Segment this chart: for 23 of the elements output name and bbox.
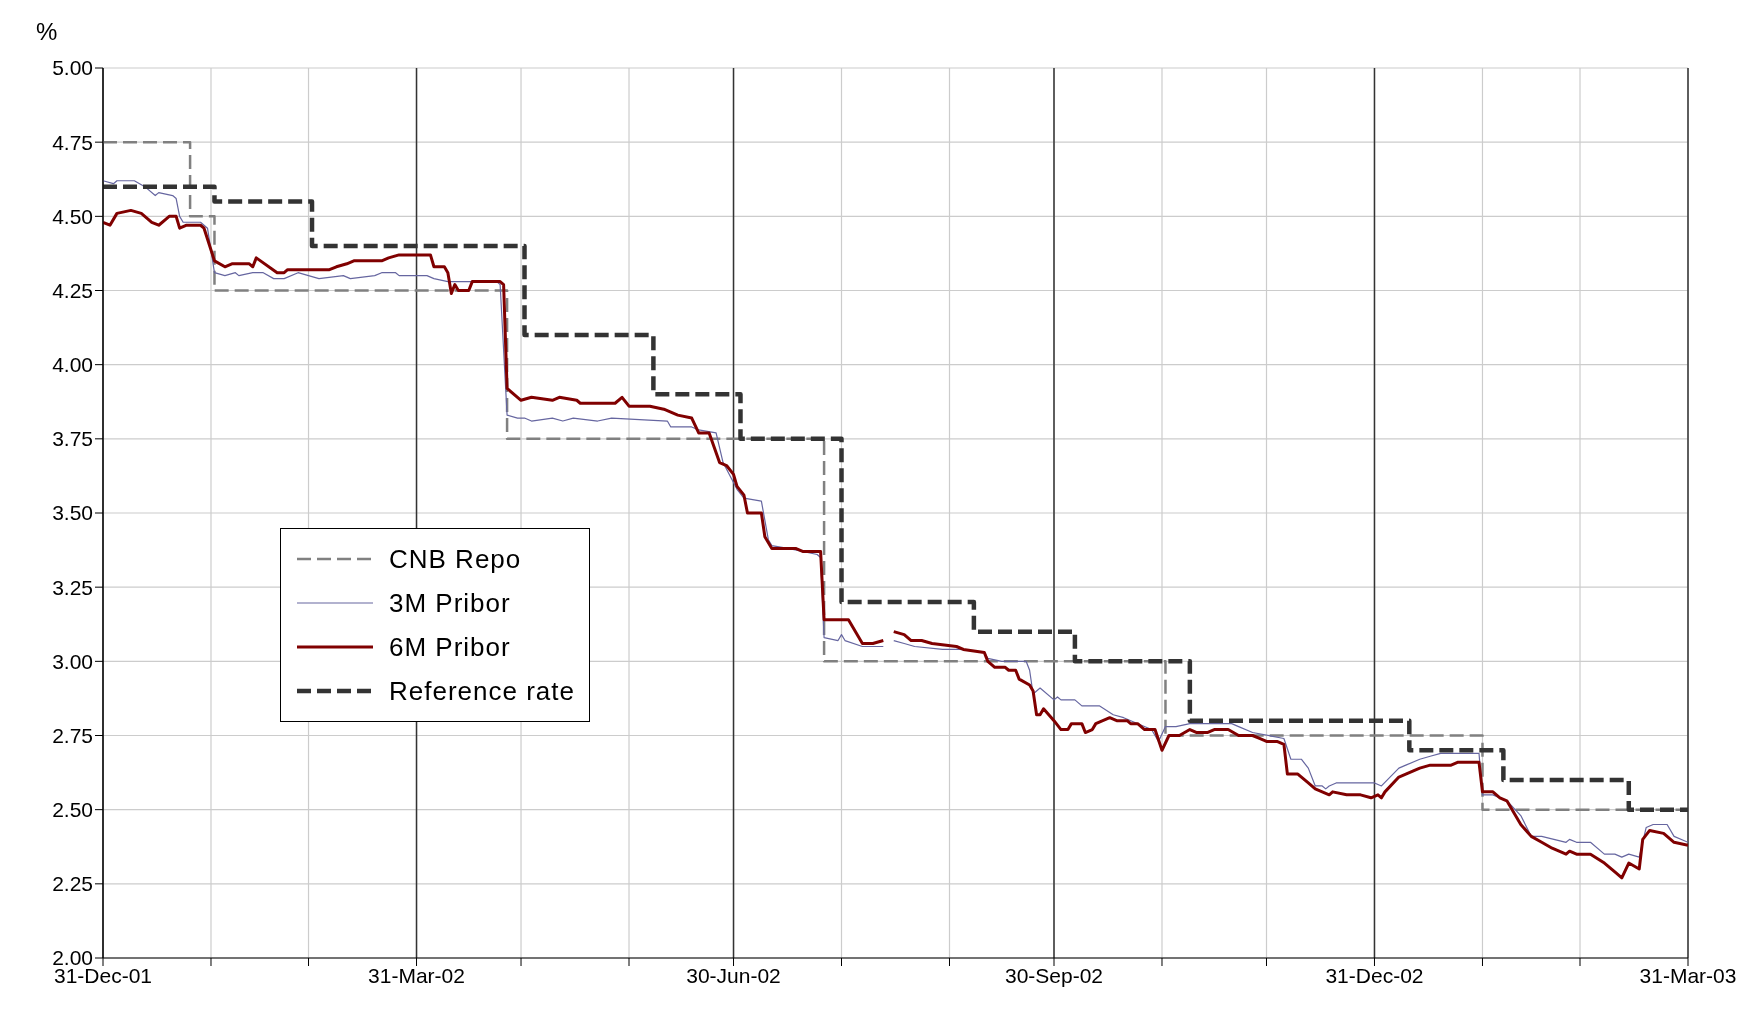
- y-axis-title: %: [36, 18, 58, 46]
- y-tick-label: 3.25: [52, 575, 93, 599]
- x-tick-label: 31-Mar-02: [368, 963, 465, 987]
- y-tick-label: 2.50: [52, 798, 93, 822]
- y-tick-label: 3.75: [52, 427, 93, 451]
- x-tick-label: 31-Mar-03: [1639, 963, 1737, 987]
- y-tick-label: 4.00: [52, 353, 93, 377]
- y-tick-label: 3.00: [52, 649, 93, 673]
- legend-label: Reference rate: [389, 675, 575, 707]
- y-tick-label: 4.50: [52, 204, 93, 228]
- y-tick-label: 2.25: [52, 872, 93, 896]
- legend-label: 6M Pribor: [389, 631, 511, 663]
- y-tick-label: 5.00: [52, 56, 93, 80]
- legend-label: CNB Repo: [389, 543, 522, 575]
- y-tick-label: 4.75: [52, 130, 93, 154]
- legend-label: 3M Pribor: [389, 587, 511, 619]
- x-tick-label: 31-Dec-02: [1325, 963, 1424, 987]
- y-tick-label: 2.00: [52, 946, 93, 970]
- x-tick-label: 30-Jun-02: [686, 963, 781, 987]
- y-tick-label: 3.50: [52, 501, 93, 525]
- y-tick-label: 4.25: [52, 278, 93, 302]
- x-tick-label: 30-Sep-02: [1004, 963, 1104, 987]
- y-tick-label: 2.75: [52, 723, 93, 747]
